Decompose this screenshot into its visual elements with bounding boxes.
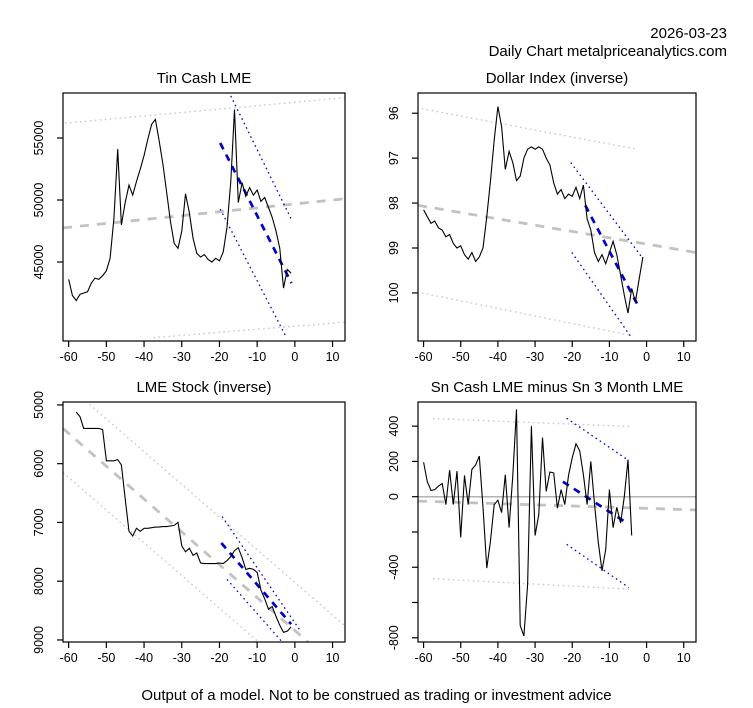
dollar-index-inverse-x-tick-label: -20: [563, 350, 581, 364]
lme-stock-inverse-long-term-trend: [63, 427, 309, 642]
tin-cash-lme-y-tick-label: 50000: [32, 183, 46, 218]
sn-cash-minus-3month-short-term-upper: [566, 417, 630, 462]
dollar-index-inverse-price-line: [423, 106, 644, 314]
lme-stock-inverse-short-term-upper: [221, 516, 300, 630]
dollar-index-inverse-y-tick-label: 98: [387, 196, 401, 210]
dollar-index-inverse-upper-band: [421, 108, 637, 150]
tin-cash-lme-x-tick-label: -30: [173, 350, 191, 364]
tin-cash-lme-x-tick-label: 10: [326, 350, 340, 364]
dollar-index-inverse-x-tick-label: -50: [452, 350, 470, 364]
dollar-index-inverse-short-term-lower: [571, 252, 633, 339]
lme-stock-inverse-x-tick-label: -40: [135, 651, 153, 665]
sn-cash-minus-3month-y-tick-label: -800: [387, 625, 401, 650]
lme-stock-inverse-x-tick-label: 0: [291, 651, 298, 665]
dollar-index-inverse-y-tick-label: 97: [387, 151, 401, 165]
chart-tin-cash-lme: -60 -50 -40 -30 -20 -10 0 10 55000 50000 45000: [32, 92, 346, 364]
dollar-index-inverse-short-term-trend: [584, 204, 639, 305]
chart-title-dollar-index: Dollar Index (inverse): [485, 70, 629, 87]
lme-stock-inverse-y-tick-label: 6000: [32, 450, 46, 478]
tin-cash-lme-x-tick-label: -10: [248, 350, 266, 364]
sn-cash-minus-3month-x-tick-label: -10: [600, 651, 618, 665]
lme-stock-inverse-y-tick-label: 5000: [32, 391, 46, 419]
sn-cash-minus-3month-upper-band: [432, 417, 633, 428]
chart-lme-stock-inverse: -60 -50 -40 -30 -20 -10 0 10 5000 6000 7000 8000 900…: [32, 391, 346, 665]
tin-cash-lme-x-tick-label: -20: [210, 350, 228, 364]
dollar-index-inverse-y-tick-label: 100: [387, 282, 401, 303]
dollar-index-inverse-plot-box: [417, 92, 697, 342]
sn-cash-minus-3month-x-tick-label: -50: [452, 651, 470, 665]
dollar-index-inverse-y-tick-label: 99: [387, 241, 401, 255]
dollar-index-inverse-x-tick-label: -10: [600, 350, 618, 364]
lme-stock-inverse-x-tick-label: -60: [60, 651, 78, 665]
sn-cash-minus-3month-price-line: [423, 409, 633, 637]
tin-cash-lme-x-tick-label: -50: [97, 350, 115, 364]
lme-stock-inverse-lower-band: [63, 471, 260, 642]
dollar-index-inverse-x-tick-label: -30: [526, 350, 544, 364]
sn-cash-minus-3month-x-tick-label: 0: [643, 651, 650, 665]
lme-stock-inverse-upper-band: [88, 403, 345, 627]
report-date: 2026-03-23: [650, 25, 727, 42]
sn-cash-minus-3month-short-term-lower: [566, 543, 630, 589]
tin-cash-lme-y-tick-label: 55000: [32, 121, 46, 156]
chart-title-lme-stock: LME Stock (inverse): [136, 379, 272, 396]
dollar-index-inverse-x-tick-label: -60: [415, 350, 433, 364]
lme-stock-inverse-price-line: [75, 411, 292, 633]
lme-stock-inverse-y-tick-label: 7000: [32, 508, 46, 536]
lme-stock-inverse-x-tick-label: -30: [173, 651, 191, 665]
lme-stock-inverse-y-tick-label: 9000: [32, 626, 46, 654]
dollar-index-inverse-lower-band: [421, 292, 632, 337]
dollar-index-inverse-x-tick-label: 0: [643, 350, 650, 364]
sn-cash-minus-3month-y-tick-label: 400: [387, 416, 401, 437]
chart-sn-cash-minus-3month: -60 -50 -40 -30 -20 -10 0 10 400 200 0 -400 -800: [387, 401, 697, 665]
report-source: Daily Chart metalpriceanalytics.com: [488, 43, 727, 60]
sn-cash-minus-3month-plot-box: [417, 401, 697, 643]
sn-cash-minus-3month-y-tick-label: 200: [387, 451, 401, 472]
lme-stock-inverse-short-term-lower: [226, 578, 284, 642]
tin-cash-lme-x-tick-label: -60: [60, 350, 78, 364]
lme-stock-inverse-x-tick-label: -50: [97, 651, 115, 665]
tin-cash-lme-long-term-trend: [63, 197, 345, 230]
lme-stock-inverse-short-term-trend: [220, 542, 293, 625]
tin-cash-lme-short-term-lower: [219, 208, 287, 338]
tin-cash-lme-upper-band: [64, 97, 345, 124]
dollar-index-inverse-x-tick-label: -40: [489, 350, 507, 364]
lme-stock-inverse-y-tick-label: 8000: [32, 567, 46, 595]
sn-cash-minus-3month-lower-band: [432, 577, 633, 590]
lme-stock-inverse-x-tick-label: -20: [210, 651, 228, 665]
sn-cash-minus-3month-x-tick-label: -30: [526, 651, 544, 665]
dollar-index-inverse-long-term-trend: [418, 203, 696, 254]
chart-dollar-index-inverse: -60 -50 -40 -30 -20 -10 0 10 96 97 98 99 100: [387, 92, 697, 364]
disclaimer: Output of a model. Not to be construed a…: [141, 687, 612, 704]
tin-cash-lme-x-tick-label: -40: [135, 350, 153, 364]
tin-cash-lme-short-term-upper: [230, 95, 293, 222]
chart-title-tin-cash-lme: Tin Cash LME: [156, 70, 252, 87]
sn-cash-minus-3month-x-tick-label: 10: [677, 651, 691, 665]
tin-cash-lme-plot-box: [62, 92, 346, 342]
sn-cash-minus-3month-y-tick-label: 0: [387, 493, 401, 500]
tin-cash-lme-lower-band: [153, 321, 345, 339]
sn-cash-minus-3month-x-tick-label: -40: [489, 651, 507, 665]
chart-title-sn-spread: Sn Cash LME minus Sn 3 Month LME: [430, 379, 684, 396]
lme-stock-inverse-x-tick-label: -10: [248, 651, 266, 665]
lme-stock-inverse-x-tick-label: 10: [326, 651, 340, 665]
sn-cash-minus-3month-x-tick-label: -20: [563, 651, 581, 665]
sn-cash-minus-3month-x-tick-label: -60: [415, 651, 433, 665]
lme-stock-inverse-plot-box: [62, 401, 346, 643]
tin-cash-lme-y-tick-label: 45000: [32, 245, 46, 280]
dollar-index-inverse-y-tick-label: 96: [387, 106, 401, 120]
sn-cash-minus-3month-y-tick-label: -400: [387, 555, 401, 580]
dollar-index-inverse-x-tick-label: 10: [677, 350, 691, 364]
tin-cash-lme-x-tick-label: 0: [291, 350, 298, 364]
tin-cash-lme-price-line: [68, 109, 292, 302]
